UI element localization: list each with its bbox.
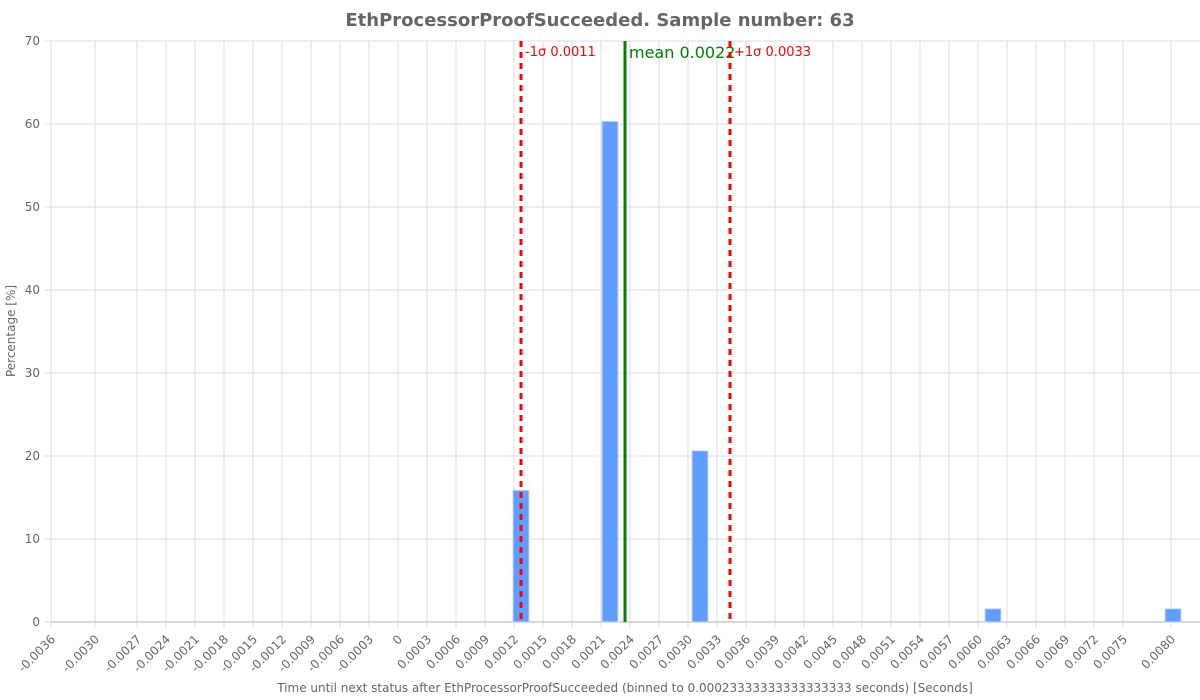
y-tick-label: 30 [25,366,40,380]
x-tick-label: -0.0030 [59,632,102,675]
y-tick-label: 10 [25,532,40,546]
y-tick-label: 20 [25,449,40,463]
y-axis-label-text: Percentage [%] [4,284,18,378]
x-tick-label: 0.0080 [1139,632,1179,672]
y-tick-label: 40 [25,283,40,297]
annotation-label: -1σ 0.0011 [525,45,596,60]
histogram-bar [512,489,530,623]
chart-title: EthProcessorProofSucceeded. Sample numbe… [345,10,855,31]
annotation-label: +1σ 0.0033 [734,45,811,60]
y-tick-label: 70 [25,34,40,48]
y-tick-label: 50 [25,200,40,214]
x-tick-label: -0.0036 [15,632,58,675]
annotation-label: mean 0.0022 [629,43,735,62]
y-tick-label: 60 [25,117,40,131]
y-tick-label: 0 [32,615,40,629]
y-axis-label: Percentage [%] [4,285,18,377]
histogram-bar [984,608,1002,623]
histogram-bar [1164,608,1182,623]
x-axis-label: Time until next status after EthProcesso… [277,681,973,695]
x-tick-label: 0 [390,632,405,647]
histogram-bar [601,120,619,623]
histogram-bar [691,450,709,623]
